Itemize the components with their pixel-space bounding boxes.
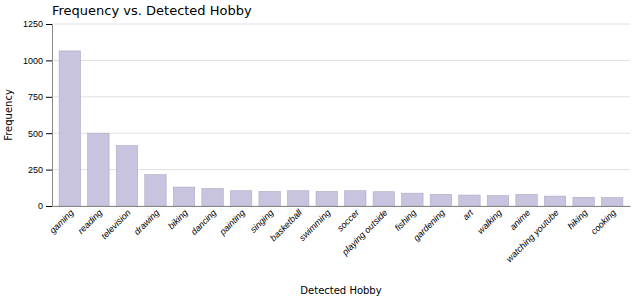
x-tick: drawing <box>132 208 161 237</box>
x-tick-label: reading <box>76 208 104 236</box>
x-tick-label: art <box>461 207 476 222</box>
bar <box>345 191 366 206</box>
bar <box>402 193 423 206</box>
x-tick-label: cooking <box>589 208 618 237</box>
x-tick: painting <box>217 208 247 238</box>
x-tick: playing outside <box>339 208 389 258</box>
x-tick-label: gaming <box>48 208 76 236</box>
grid-line <box>52 169 630 170</box>
x-tick: fishing <box>393 208 418 233</box>
y-tick: 750 <box>28 92 52 102</box>
x-tick-label: walking <box>475 208 503 236</box>
x-tick-label: gardening <box>411 208 446 243</box>
bar <box>573 197 594 206</box>
x-tick: dancing <box>189 208 218 237</box>
y-tick-mark <box>46 60 52 61</box>
x-tick-label: painting <box>217 208 247 238</box>
y-tick: 1000 <box>23 56 52 66</box>
y-axis: 0 250 500 750 1000 1250 <box>23 19 53 211</box>
y-tick-label: 1000 <box>23 56 43 66</box>
grid-line <box>52 206 630 207</box>
x-tick-label: soccer <box>335 207 362 234</box>
x-tick-label: playing outside <box>339 208 389 258</box>
bar <box>459 195 480 206</box>
x-tick: anime <box>508 208 532 232</box>
grid-line <box>52 24 630 25</box>
y-tick-label: 500 <box>28 129 43 139</box>
y-tick: 1250 <box>23 19 52 29</box>
bar <box>59 51 80 206</box>
y-tick-mark <box>46 206 52 207</box>
bar <box>373 192 394 206</box>
y-tick: 250 <box>28 165 52 175</box>
x-tick-label: watching youtube <box>504 208 561 265</box>
y-tick-label: 0 <box>38 201 43 211</box>
x-tick: gaming <box>48 208 76 236</box>
y-tick-mark <box>46 133 52 134</box>
bar <box>145 175 166 206</box>
y-axis-line <box>46 25 53 207</box>
y-tick: 500 <box>28 129 52 139</box>
bar <box>516 194 537 206</box>
x-tick-label: television <box>99 208 133 242</box>
y-tick-mark <box>46 170 52 171</box>
x-tick-label: drawing <box>132 208 161 237</box>
y-tick-label: 750 <box>28 92 43 102</box>
chart-svg: 0 250 500 750 1000 1250 gamingreadingtelevisio… <box>0 0 640 300</box>
chart-container: 0 250 500 750 1000 1250 gamingreadingtelevisio… <box>0 0 640 300</box>
x-tick: hiking <box>566 208 590 232</box>
x-tick-label: anime <box>508 208 532 232</box>
x-tick: singing <box>248 208 275 235</box>
x-tick: gardening <box>411 208 446 243</box>
x-axis-title: Detected Hobby <box>300 285 381 296</box>
title: Frequency vs. Detected Hobby <box>52 3 252 18</box>
y-tick-mark <box>46 97 52 98</box>
grid <box>52 24 630 206</box>
grid-line <box>52 96 630 97</box>
x-tick: cooking <box>589 208 618 237</box>
bar <box>316 191 337 206</box>
bar <box>173 187 194 206</box>
x-tick-label: fishing <box>393 208 418 233</box>
x-tick: soccer <box>335 207 362 234</box>
y-axis-title: Frequency <box>3 89 14 141</box>
bar <box>430 194 451 206</box>
x-tick: biking <box>166 208 190 232</box>
bar <box>259 191 280 206</box>
x-tick: reading <box>76 208 104 236</box>
bar <box>601 198 622 206</box>
grid-line <box>52 60 630 61</box>
x-tick-label: singing <box>248 208 275 235</box>
x-axis-line <box>53 206 631 207</box>
x-axis: gamingreadingtelevisiondrawingbikingdanc… <box>48 207 631 265</box>
bar <box>487 196 508 206</box>
x-tick: watching youtube <box>504 208 561 265</box>
x-tick: television <box>99 208 133 242</box>
bar <box>544 196 565 206</box>
y-tick-label: 250 <box>28 165 43 175</box>
x-tick: walking <box>475 208 503 236</box>
x-tick-label: hiking <box>566 208 590 232</box>
x-tick: art <box>461 207 476 222</box>
x-tick: swimming <box>297 208 332 243</box>
bar <box>88 133 109 206</box>
plot-area: 0 250 500 750 1000 1250 gamingreadingtelevisio… <box>23 19 631 264</box>
y-tick-label: 1250 <box>23 19 43 29</box>
grid-line <box>52 133 630 134</box>
x-tick-label: biking <box>166 208 190 232</box>
bar <box>116 146 137 206</box>
x-tick-label: swimming <box>297 208 332 243</box>
bars <box>59 51 623 206</box>
y-tick-mark <box>46 24 52 25</box>
bar <box>230 191 251 206</box>
x-tick-label: dancing <box>189 208 218 237</box>
y-tick: 0 <box>38 201 52 211</box>
bar <box>202 189 223 206</box>
bar <box>287 191 308 206</box>
